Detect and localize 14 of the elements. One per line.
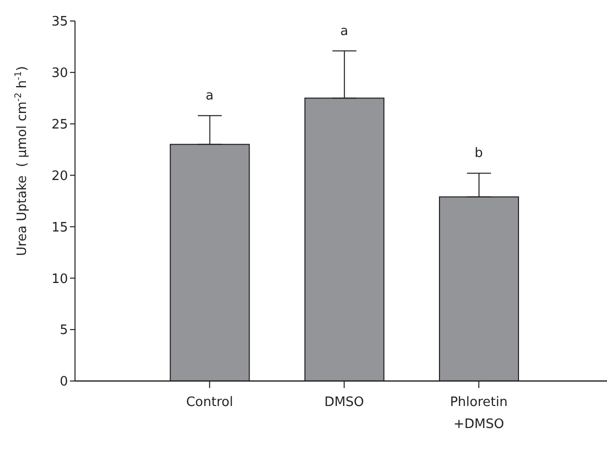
annotation: a [206, 88, 214, 104]
y-tick-label: 15 [51, 220, 68, 236]
x-tick-label: Control [186, 395, 234, 410]
y-tick-label: 10 [51, 272, 68, 287]
y-tick-label: 25 [51, 117, 68, 132]
x-tick-label: DMSO [324, 395, 364, 410]
y-tick-label: 30 [51, 66, 68, 82]
annotation: a [340, 24, 348, 39]
x-tick-label: Phloretin +DMSO [450, 395, 508, 432]
y-tick-label: 20 [51, 168, 68, 184]
y-tick-label: 5 [60, 323, 68, 338]
y-tick-label: 35 [51, 14, 68, 30]
y-tick-label: 0 [60, 374, 68, 390]
annotation: b [474, 146, 483, 162]
